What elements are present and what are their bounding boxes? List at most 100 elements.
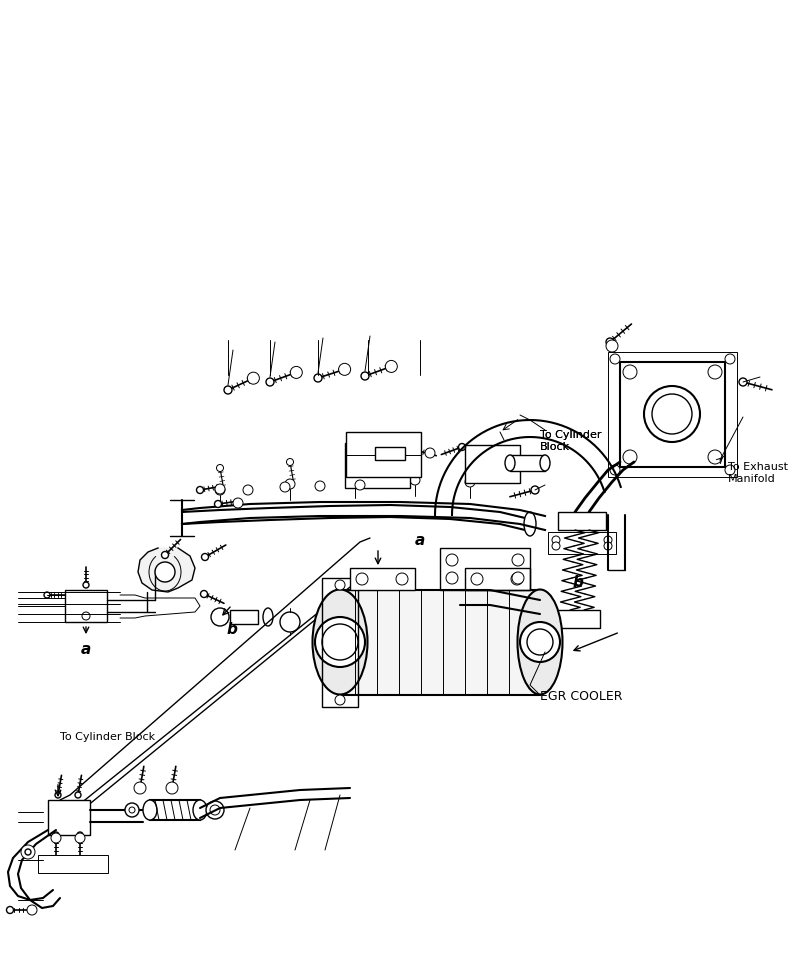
Circle shape xyxy=(27,905,37,915)
Bar xyxy=(440,548,530,590)
Bar xyxy=(375,447,405,460)
Ellipse shape xyxy=(263,608,273,626)
Circle shape xyxy=(314,374,322,382)
Circle shape xyxy=(280,612,300,632)
Text: EGR COOLER: EGR COOLER xyxy=(540,690,623,703)
Circle shape xyxy=(166,782,178,794)
Bar xyxy=(38,855,108,873)
Circle shape xyxy=(339,363,351,376)
Bar xyxy=(465,445,520,483)
Circle shape xyxy=(196,486,204,494)
Circle shape xyxy=(243,485,253,495)
Circle shape xyxy=(206,801,224,819)
Circle shape xyxy=(201,554,208,560)
Circle shape xyxy=(352,456,359,463)
Circle shape xyxy=(356,573,368,585)
Text: b: b xyxy=(573,575,584,590)
Text: To Cylinder Block: To Cylinder Block xyxy=(60,732,155,742)
Bar xyxy=(510,455,545,471)
Ellipse shape xyxy=(193,800,207,820)
Circle shape xyxy=(465,477,475,487)
Polygon shape xyxy=(138,548,195,592)
Circle shape xyxy=(134,782,146,794)
Circle shape xyxy=(410,475,420,485)
Bar xyxy=(620,362,725,467)
Bar xyxy=(230,610,258,624)
Circle shape xyxy=(75,792,81,798)
Circle shape xyxy=(287,458,294,465)
Circle shape xyxy=(606,340,618,352)
Text: To Cylinder
Block: To Cylinder Block xyxy=(540,430,601,452)
Circle shape xyxy=(77,832,83,838)
Circle shape xyxy=(169,784,176,792)
Circle shape xyxy=(511,573,523,585)
Circle shape xyxy=(531,486,539,494)
Circle shape xyxy=(335,580,345,590)
Circle shape xyxy=(512,572,524,584)
Circle shape xyxy=(51,833,61,843)
Circle shape xyxy=(44,592,50,598)
Text: a: a xyxy=(415,533,425,548)
Circle shape xyxy=(425,448,435,458)
Circle shape xyxy=(446,554,458,566)
Circle shape xyxy=(129,807,135,813)
Bar xyxy=(548,532,616,554)
Circle shape xyxy=(527,629,553,655)
Ellipse shape xyxy=(505,455,515,471)
Circle shape xyxy=(21,845,35,859)
Circle shape xyxy=(315,481,325,491)
Circle shape xyxy=(552,536,560,544)
Circle shape xyxy=(155,562,175,582)
Circle shape xyxy=(350,477,360,487)
Bar xyxy=(465,568,530,590)
Text: b: b xyxy=(227,622,238,637)
Circle shape xyxy=(708,450,722,464)
Bar xyxy=(550,610,600,628)
Circle shape xyxy=(386,360,398,373)
Circle shape xyxy=(552,542,560,550)
Circle shape xyxy=(315,617,365,667)
Circle shape xyxy=(247,372,259,384)
Bar xyxy=(65,590,107,622)
Bar xyxy=(608,352,737,477)
Circle shape xyxy=(266,378,274,386)
Circle shape xyxy=(215,485,225,495)
Bar xyxy=(558,512,606,530)
Circle shape xyxy=(355,480,365,490)
Circle shape xyxy=(412,447,418,454)
Circle shape xyxy=(466,456,474,463)
Circle shape xyxy=(644,386,700,442)
Bar xyxy=(150,800,200,820)
Circle shape xyxy=(291,366,303,379)
Circle shape xyxy=(512,554,524,566)
Bar xyxy=(340,590,540,695)
Circle shape xyxy=(471,573,483,585)
Bar xyxy=(48,800,90,835)
Circle shape xyxy=(224,386,232,394)
Circle shape xyxy=(25,849,31,855)
Circle shape xyxy=(55,792,61,798)
Circle shape xyxy=(136,784,143,792)
Text: a: a xyxy=(81,642,91,657)
Circle shape xyxy=(520,622,560,662)
Circle shape xyxy=(83,582,89,588)
Circle shape xyxy=(610,465,620,475)
Circle shape xyxy=(215,484,225,494)
Circle shape xyxy=(335,695,345,705)
Circle shape xyxy=(604,536,612,544)
Text: To Exhaust
Manifold: To Exhaust Manifold xyxy=(728,462,788,483)
Circle shape xyxy=(162,552,169,558)
Circle shape xyxy=(82,612,90,620)
Circle shape xyxy=(6,906,13,914)
Ellipse shape xyxy=(313,589,367,695)
Circle shape xyxy=(210,805,220,815)
Ellipse shape xyxy=(517,589,562,695)
Circle shape xyxy=(233,498,243,508)
Bar xyxy=(345,443,410,488)
Circle shape xyxy=(412,455,418,461)
Circle shape xyxy=(652,394,692,434)
Bar xyxy=(322,578,358,707)
Circle shape xyxy=(708,365,722,379)
Circle shape xyxy=(361,372,369,380)
Circle shape xyxy=(623,450,637,464)
